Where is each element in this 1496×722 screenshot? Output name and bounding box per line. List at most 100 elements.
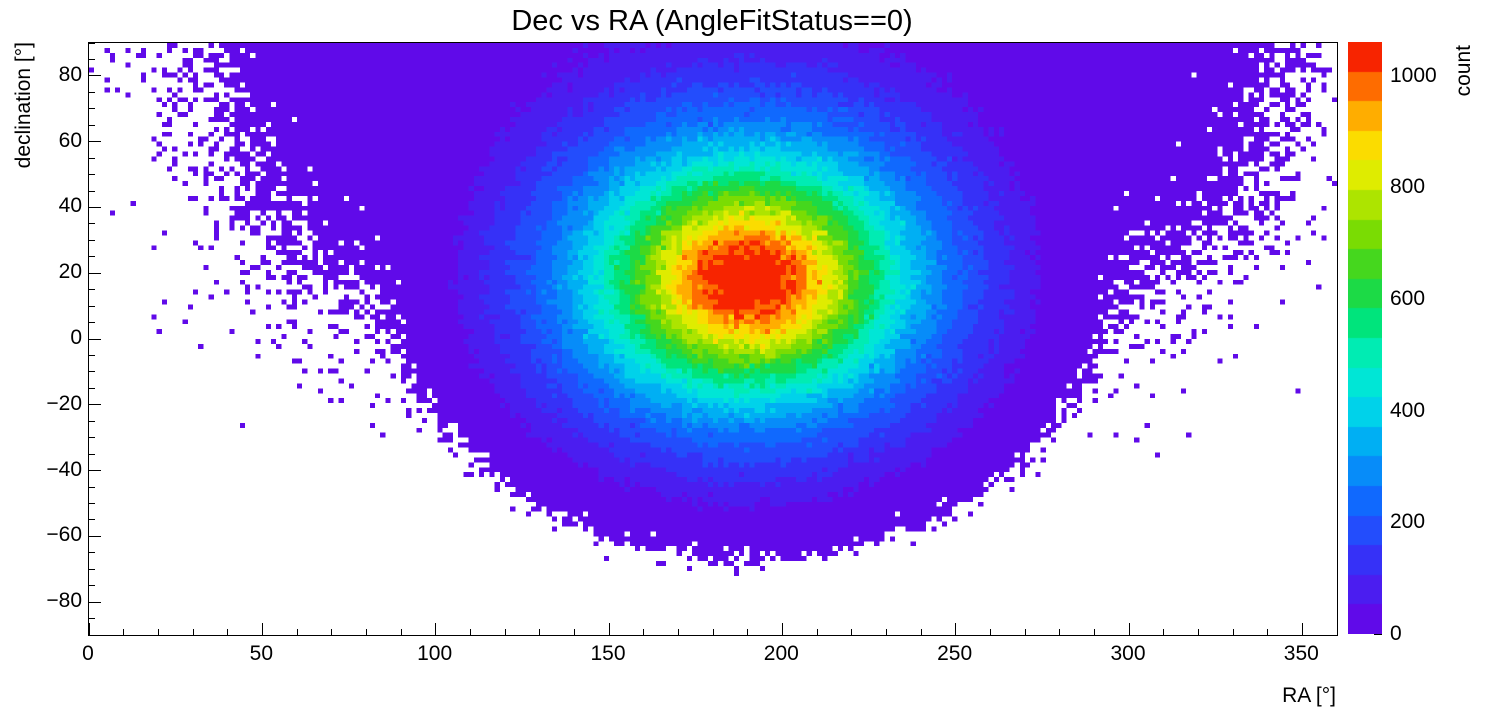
colorbar-tick-label: 600 <box>1390 286 1426 310</box>
x-tick-label: 250 <box>937 642 973 665</box>
x-major-tick <box>955 623 957 635</box>
y-minor-tick <box>89 91 95 93</box>
x-major-tick <box>1128 623 1130 635</box>
y-tick-label: −20 <box>46 391 82 415</box>
x-major-tick <box>261 623 263 635</box>
x-minor-tick <box>469 629 471 635</box>
x-minor-tick <box>1197 629 1199 635</box>
x-major-tick <box>608 623 610 635</box>
x-minor-tick <box>1232 629 1234 635</box>
x-tick-label: 200 <box>763 642 799 665</box>
y-minor-tick <box>89 42 95 44</box>
colorbar-gradient <box>1348 42 1382 634</box>
x-axis-title: RA [°] <box>1282 684 1336 707</box>
colorbar-major-tick <box>1374 633 1382 635</box>
y-minor-tick <box>89 371 95 373</box>
y-minor-tick <box>89 124 95 126</box>
x-minor-tick <box>885 629 887 635</box>
x-tick-label: 350 <box>1283 642 1319 665</box>
y-minor-tick <box>89 174 95 176</box>
chart-title: Dec vs RA (AngleFitStatus==0) <box>511 5 913 37</box>
y-minor-tick <box>89 305 95 307</box>
x-minor-tick <box>747 629 749 635</box>
x-minor-tick <box>1163 629 1165 635</box>
x-minor-tick <box>677 629 679 635</box>
x-minor-tick <box>643 629 645 635</box>
y-minor-tick <box>89 519 95 521</box>
y-minor-tick <box>89 437 95 439</box>
y-major-tick <box>89 141 101 143</box>
x-tick-label: 150 <box>590 642 626 665</box>
y-major-tick <box>89 535 101 537</box>
y-axis-title: declination [°] <box>12 42 35 169</box>
heatmap-canvas <box>89 43 1337 635</box>
x-minor-tick <box>192 629 194 635</box>
y-minor-tick <box>89 387 95 389</box>
x-minor-tick <box>296 629 298 635</box>
colorbar-tick-label: 800 <box>1390 175 1426 199</box>
y-minor-tick <box>89 157 95 159</box>
y-minor-tick <box>89 58 95 60</box>
y-minor-tick <box>89 568 95 570</box>
x-minor-tick <box>712 629 714 635</box>
x-minor-tick <box>400 629 402 635</box>
y-tick-label: 0 <box>70 326 82 349</box>
x-tick-label: 50 <box>249 642 274 665</box>
y-tick-label: 60 <box>58 128 82 152</box>
y-major-tick <box>89 272 101 274</box>
y-major-tick <box>89 206 101 208</box>
y-minor-tick <box>89 108 95 110</box>
y-minor-tick <box>89 289 95 291</box>
y-tick-label: 40 <box>58 194 82 218</box>
colorbar <box>1348 42 1382 634</box>
y-tick-label: −80 <box>46 589 82 613</box>
y-minor-tick <box>89 585 95 587</box>
x-minor-tick <box>331 629 333 635</box>
y-minor-tick <box>89 190 95 192</box>
x-minor-tick <box>1093 629 1095 635</box>
x-minor-tick <box>1336 629 1338 635</box>
x-major-tick <box>781 623 783 635</box>
colorbar-title: count <box>1452 45 1475 97</box>
x-major-tick <box>88 623 90 635</box>
y-minor-tick <box>89 502 95 504</box>
x-tick-label: 300 <box>1110 642 1146 665</box>
y-tick-label: 80 <box>58 62 82 86</box>
colorbar-tick-label: 0 <box>1390 622 1402 645</box>
x-minor-tick <box>1267 629 1269 635</box>
y-minor-tick <box>89 354 95 356</box>
y-minor-tick <box>89 239 95 241</box>
y-minor-tick <box>89 453 95 455</box>
colorbar-tick-label: 400 <box>1390 398 1426 422</box>
y-major-tick <box>89 404 101 406</box>
y-minor-tick <box>89 486 95 488</box>
y-major-tick <box>89 470 101 472</box>
x-minor-tick <box>573 629 575 635</box>
y-major-tick <box>89 75 101 77</box>
y-minor-tick <box>89 618 95 620</box>
colorbar-tick-label: 1000 <box>1390 63 1437 87</box>
x-major-tick <box>435 623 437 635</box>
x-minor-tick <box>1059 629 1061 635</box>
y-major-tick <box>89 601 101 603</box>
y-minor-tick <box>89 634 95 636</box>
x-major-tick <box>1301 623 1303 635</box>
x-minor-tick <box>989 629 991 635</box>
x-tick-label: 100 <box>417 642 453 665</box>
x-tick-label: 0 <box>82 642 94 665</box>
colorbar-tick-label: 200 <box>1390 510 1426 534</box>
x-minor-tick <box>123 629 125 635</box>
x-minor-tick <box>920 629 922 635</box>
y-minor-tick <box>89 420 95 422</box>
x-minor-tick <box>365 629 367 635</box>
x-minor-tick <box>157 629 159 635</box>
y-minor-tick <box>89 256 95 258</box>
y-tick-label: 20 <box>58 260 82 284</box>
y-minor-tick <box>89 322 95 324</box>
x-minor-tick <box>816 629 818 635</box>
y-tick-label: −40 <box>46 457 82 481</box>
y-major-tick <box>89 338 101 340</box>
y-minor-tick <box>89 552 95 554</box>
y-tick-label: −60 <box>46 523 82 547</box>
